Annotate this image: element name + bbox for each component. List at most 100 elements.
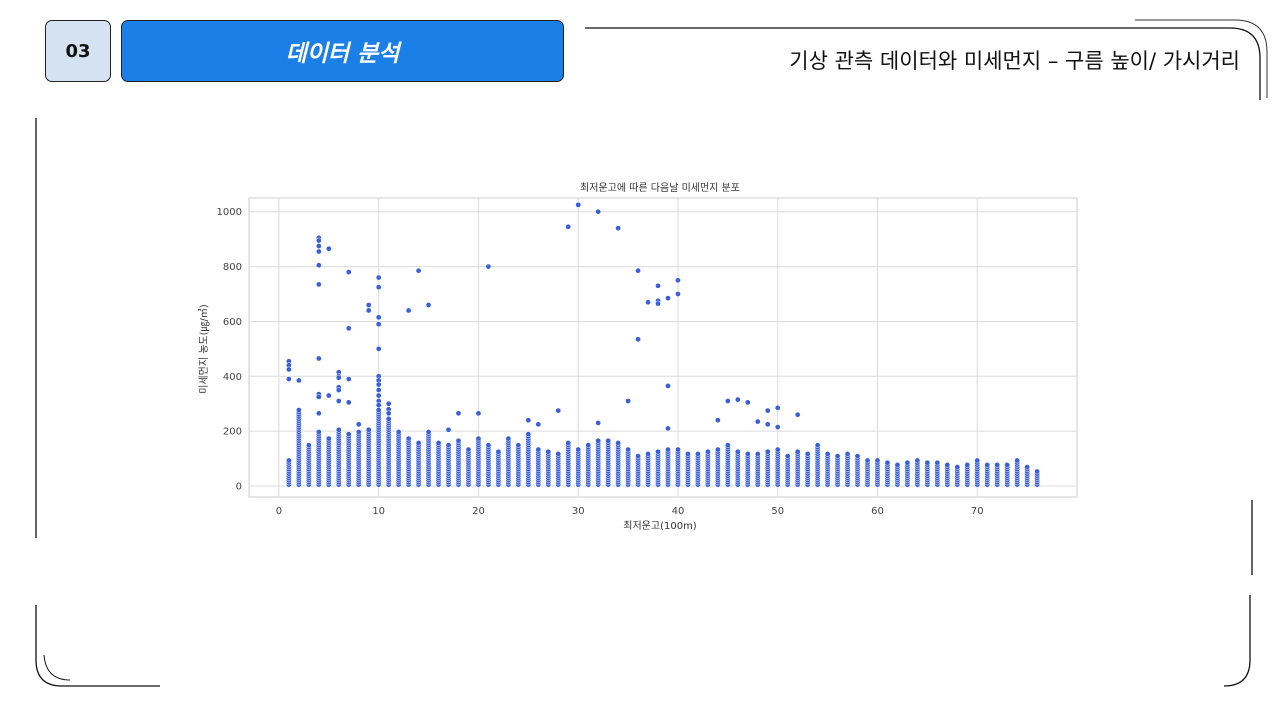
data-point [346, 326, 351, 331]
data-point [316, 429, 321, 434]
y-tick-label: 0 [236, 482, 242, 493]
data-point [326, 246, 331, 251]
data-point [665, 447, 670, 452]
x-tick-label: 0 [276, 506, 282, 517]
data-point [366, 427, 371, 432]
data-point [616, 226, 621, 231]
data-point [975, 458, 980, 463]
data-point [1034, 469, 1039, 474]
data-point [536, 447, 541, 452]
data-point [985, 462, 990, 467]
data-point [416, 268, 421, 273]
data-point [655, 301, 660, 306]
data-point [715, 418, 720, 423]
data-point [556, 451, 561, 456]
data-point [596, 209, 601, 214]
data-point [376, 387, 381, 392]
data-point [356, 429, 361, 434]
data-point [376, 285, 381, 290]
data-point [635, 454, 640, 459]
data-point [316, 411, 321, 416]
data-point [1015, 458, 1020, 463]
data-point [316, 356, 321, 361]
data-point [795, 449, 800, 454]
data-point [625, 447, 630, 452]
data-point [286, 458, 291, 463]
data-point [645, 300, 650, 305]
data-point [745, 451, 750, 456]
data-point [1005, 462, 1010, 467]
data-point [476, 411, 481, 416]
y-tick-label: 1000 [217, 207, 242, 218]
data-point [336, 398, 341, 403]
data-point [426, 429, 431, 434]
y-tick-label: 800 [223, 262, 242, 273]
data-point [765, 449, 770, 454]
data-point [735, 397, 740, 402]
data-point [316, 394, 321, 399]
data-point [596, 420, 601, 425]
x-tick-label: 10 [372, 506, 385, 517]
x-tick-label: 70 [971, 506, 984, 517]
data-point [625, 398, 630, 403]
data-point [406, 308, 411, 313]
data-point [755, 419, 760, 424]
data-point [526, 418, 531, 423]
data-point [566, 440, 571, 445]
data-point [386, 401, 391, 406]
data-point [945, 462, 950, 467]
data-point [606, 438, 611, 443]
data-point [665, 296, 670, 301]
data-point [765, 408, 770, 413]
data-point [326, 436, 331, 441]
data-point [386, 411, 391, 416]
data-point [845, 451, 850, 456]
data-point [376, 315, 381, 320]
data-point [376, 275, 381, 280]
data-point [995, 462, 1000, 467]
y-tick-label: 400 [223, 372, 242, 383]
data-point [346, 269, 351, 274]
data-point [715, 447, 720, 452]
data-point [725, 443, 730, 448]
data-point [566, 224, 571, 229]
data-point [825, 451, 830, 456]
data-point [376, 393, 381, 398]
data-point [346, 400, 351, 405]
data-point [406, 436, 411, 441]
y-tick-label: 200 [223, 427, 242, 438]
data-point [765, 422, 770, 427]
data-point [516, 443, 521, 448]
data-point [336, 387, 341, 392]
data-point [616, 440, 621, 445]
data-point [336, 375, 341, 380]
data-point [665, 426, 670, 431]
data-point [875, 458, 880, 463]
data-point [446, 443, 451, 448]
data-point [376, 403, 381, 408]
data-point [596, 438, 601, 443]
data-point [526, 432, 531, 437]
data-point [855, 454, 860, 459]
data-point [316, 249, 321, 254]
data-point [456, 438, 461, 443]
x-tick-label: 60 [871, 506, 884, 517]
data-point [695, 451, 700, 456]
x-tick-label: 20 [472, 506, 485, 517]
data-point [665, 383, 670, 388]
data-point [675, 291, 680, 296]
data-point [735, 449, 740, 454]
x-tick-label: 30 [572, 506, 585, 517]
data-point [915, 458, 920, 463]
data-point [536, 422, 541, 427]
data-point [1025, 465, 1030, 470]
data-point [675, 447, 680, 452]
data-point [586, 443, 591, 448]
x-axis-label: 최저운고(100m) [623, 520, 697, 532]
data-point [905, 460, 910, 465]
y-tick-label: 600 [223, 317, 242, 328]
data-point [386, 416, 391, 421]
data-point [286, 367, 291, 372]
data-point [426, 302, 431, 307]
